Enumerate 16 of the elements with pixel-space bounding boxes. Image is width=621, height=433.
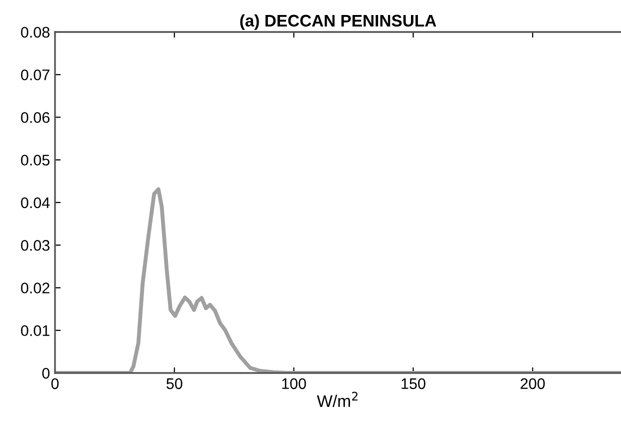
x-tick-label: 150 <box>402 378 426 390</box>
y-tick-label: 0.03 <box>21 240 50 251</box>
x-tick-label: 0 <box>51 378 59 390</box>
y-tick-label: 0.06 <box>21 112 50 123</box>
y-tick-label: 0.07 <box>21 69 50 80</box>
chart-title: (a) DECCAN PENINSULA <box>240 14 436 30</box>
y-tick-label: 0 <box>42 368 50 379</box>
y-tick-label: 0.05 <box>21 154 50 166</box>
y-tick-label: 0.04 <box>21 197 50 208</box>
x-tick-label: 200 <box>520 378 545 390</box>
y-tick-label: 0.08 <box>21 26 50 38</box>
x-tick-label: 50 <box>166 378 182 390</box>
y-tick-label: 0.02 <box>21 282 50 294</box>
y-tick-label: 0.01 <box>21 325 50 336</box>
x-tick-label: 100 <box>282 378 306 390</box>
x-axis-title: W/m$^{2}$ <box>316 392 358 407</box>
